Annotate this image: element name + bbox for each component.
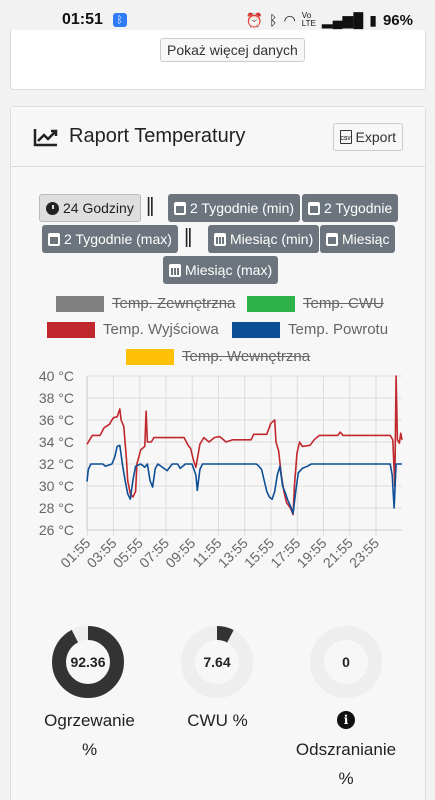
period-month-min-button[interactable]: Miesiąc (min)	[208, 225, 320, 253]
y-tick-label: 32 °C	[39, 456, 74, 472]
period-label: 2 Tygodnie (max)	[64, 231, 172, 247]
donut-label-line: Odszranianie	[295, 740, 397, 759]
bluetooth-icon: ᛒ	[269, 12, 278, 28]
battery-percent: 96%	[382, 11, 413, 29]
export-button[interactable]: CSV Export	[332, 122, 403, 151]
donut-track	[310, 626, 382, 698]
heating-label: Ogrzewanie %	[22, 706, 157, 764]
card-header: Raport Temperatury CSV Export	[11, 107, 425, 167]
signal-icon: ▂▄▆█	[321, 11, 364, 28]
volte-icon: Vo LTE	[301, 11, 316, 28]
legend-swatch	[247, 295, 295, 312]
legend-return-temp[interactable]: Temp. Powrotu	[232, 321, 388, 338]
y-tick-label: 34 °C	[39, 434, 74, 450]
card-title: Raport Temperatury	[69, 125, 246, 147]
legend-swatch	[126, 348, 174, 365]
donut-label-line: CWU %	[187, 711, 248, 730]
series-line-temp-wyj-ciowa	[86, 375, 403, 516]
donut-charts: 92.36 7.64 0	[52, 626, 382, 698]
x-tick-label: 09:55	[162, 535, 198, 571]
y-tick-label: 30 °C	[39, 478, 74, 494]
info-icon[interactable]: i	[337, 711, 355, 729]
y-tick-label: 36 °C	[39, 412, 74, 428]
y-tick-label: 28 °C	[39, 500, 74, 516]
legend-label: Temp. Powrotu	[288, 321, 389, 338]
period-label: Miesiąc	[342, 231, 390, 247]
bluetooth-notification-icon: ᛒ	[112, 13, 127, 27]
legend-label: Temp. Wyjściowa	[103, 321, 219, 338]
legend-swatch	[232, 321, 280, 338]
calendar-icon	[48, 232, 60, 246]
legend-indoor-temp[interactable]: Temp. Wewnętrzna	[126, 348, 310, 365]
legend-swatch	[47, 321, 95, 338]
wifi-icon: ◠	[283, 11, 296, 28]
csv-file-icon: CSV	[339, 129, 352, 144]
cwu-label: CWU %	[150, 706, 285, 735]
period-month-max-button[interactable]: Miesiąc (max)	[163, 256, 279, 284]
donut-label-line: %	[81, 740, 98, 759]
period-label: Miesiąc (max)	[185, 262, 273, 278]
y-tick-label: 26 °C	[39, 522, 74, 538]
donut-value-arc	[181, 626, 253, 698]
legend-outdoor-temp[interactable]: Temp. Zewnętrzna	[56, 295, 235, 312]
previous-card: Pokaż więcej danych	[10, 30, 426, 90]
calendar-icon	[326, 232, 338, 246]
period-2weeks-button[interactable]: 2 Tygodnie	[302, 194, 399, 222]
donut-label-line: Ogrzewanie	[44, 711, 135, 730]
period-month-button[interactable]: Miesiąc	[320, 225, 396, 253]
calendar-icon	[308, 201, 320, 215]
period-24h-button[interactable]: 24 Godziny	[39, 194, 141, 222]
status-time: 01:51	[62, 11, 103, 28]
period-label: 24 Godziny	[63, 200, 134, 216]
legend-label: Temp. Wewnętrzna	[182, 348, 311, 365]
calendar-icon	[174, 201, 186, 215]
status-icons: ⏰ ᛒ ◠ Vo LTE ▂▄▆█ ▮ 96%	[246, 12, 413, 29]
clock-icon	[46, 201, 59, 215]
legend-cwu-temp[interactable]: Temp. CWU	[247, 295, 384, 312]
legend-outlet-temp[interactable]: Temp. Wyjściowa	[47, 321, 219, 338]
legend-label: Temp. CWU	[303, 295, 384, 312]
calendar-grid-icon	[169, 263, 181, 277]
export-label: Export	[355, 128, 396, 145]
donut-value-text: 7.64	[203, 654, 230, 670]
y-tick-label: 38 °C	[39, 390, 74, 406]
donut-value-text: 92.36	[70, 654, 105, 670]
series-line-temp-powrotu	[86, 444, 402, 515]
period-2weeks-max-button[interactable]: 2 Tygodnie (max)	[42, 225, 178, 253]
period-2weeks-min-button[interactable]: 2 Tygodnie (min)	[168, 194, 301, 222]
x-tick-label: 23:55	[346, 535, 382, 571]
donut-value-arc	[52, 626, 124, 698]
donut-value-text: 0	[342, 654, 350, 670]
alarm-icon: ⏰	[245, 11, 264, 28]
period-label: Miesiąc (min)	[230, 231, 314, 247]
donut-label-line: %	[338, 769, 354, 788]
separator: ||	[146, 195, 155, 217]
battery-icon: ▮	[369, 11, 377, 28]
y-tick-label: 40 °C	[39, 368, 74, 384]
period-label: 2 Tygodnie (min)	[190, 200, 295, 216]
calendar-grid-icon	[214, 232, 226, 246]
period-label: 2 Tygodnie	[324, 200, 393, 216]
defrost-label: Odszranianie %	[270, 735, 422, 793]
line-chart-icon	[33, 128, 58, 146]
separator: ||	[184, 226, 193, 248]
show-more-button[interactable]: Pokaż więcej danych	[160, 38, 305, 62]
temperature-line-chart[interactable]: 40 °C 38 °C 36 °C 34 °C 32 °C 30 °C 28 °C 26 °C…	[0, 366, 435, 606]
legend-label: Temp. Zewnętrzna	[112, 295, 236, 312]
legend-swatch	[56, 295, 104, 312]
